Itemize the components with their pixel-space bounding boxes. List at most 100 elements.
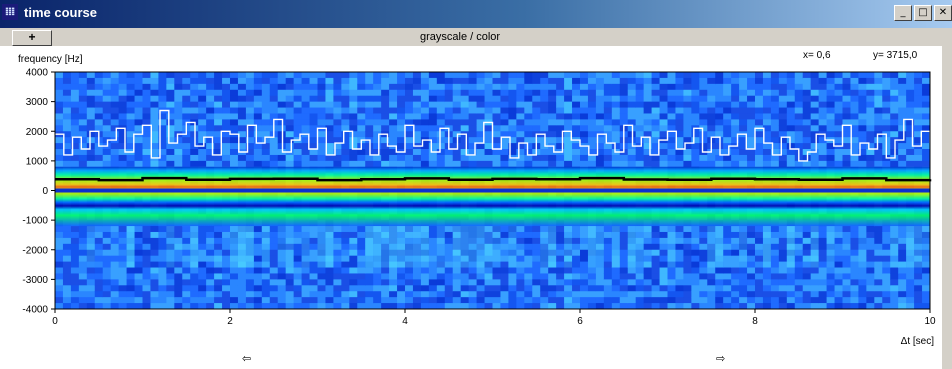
heatmap-cell [253, 101, 263, 109]
heatmap-cell [731, 72, 740, 79]
heatmap-cell [134, 273, 143, 280]
heatmap-cell [794, 273, 804, 280]
heatmap-cell [325, 77, 334, 85]
heatmap-cell [667, 303, 676, 310]
heatmap-cell [150, 149, 159, 156]
heatmap-cell [452, 113, 462, 120]
x-readout: x= 0,6 [803, 50, 831, 61]
minimize-icon[interactable]: _ [894, 5, 912, 21]
heatmap-cell [277, 303, 287, 310]
heatmap-cell [102, 119, 112, 126]
heatmap-cell [365, 154, 374, 162]
heatmap-cell [94, 113, 104, 120]
heatmap-cell [381, 77, 390, 85]
heatmap-cell [476, 243, 486, 251]
heatmap-cell [906, 137, 915, 144]
heatmap-cell [269, 107, 279, 114]
heatmap-cell [389, 291, 398, 298]
heatmap-cell [898, 237, 907, 245]
heatmap-cell [436, 137, 446, 144]
heatmap-cell [420, 291, 430, 298]
heatmap-cell [667, 119, 676, 126]
heatmap-cell [397, 249, 406, 257]
heatmap-cell [770, 226, 780, 233]
heatmap-cell [747, 107, 756, 114]
scroll-right-icon[interactable]: ⇨ [716, 352, 726, 365]
heatmap-cell [826, 303, 836, 310]
heatmap-cell [333, 243, 342, 251]
heatmap-cell [611, 237, 621, 245]
grayscale-color-toggle[interactable]: grayscale / color [420, 31, 501, 43]
vertical-streak [452, 226, 461, 268]
heatmap-cell [150, 255, 159, 263]
heatmap-cell [532, 279, 541, 286]
heatmap-cell [675, 226, 684, 233]
heatmap-cell [333, 95, 342, 103]
heatmap-cell [150, 267, 159, 274]
heatmap-cell [405, 154, 414, 162]
heatmap-cell [301, 89, 311, 97]
heatmap-cell [834, 77, 843, 85]
heatmap-cell [261, 154, 271, 162]
heatmap-cell [524, 113, 533, 120]
add-button[interactable]: + [12, 30, 52, 46]
heatmap-cell [102, 261, 112, 269]
heatmap-cell [683, 89, 692, 97]
heatmap-cell [237, 89, 247, 97]
heatmap-cell [540, 297, 549, 304]
heatmap-cell [444, 72, 454, 79]
heatmap-cell [397, 231, 406, 239]
heatmap-cell [834, 279, 843, 286]
heatmap-cell [643, 119, 653, 126]
heatmap-cell [556, 83, 565, 91]
heatmap-cell [834, 101, 843, 109]
heatmap-cell [603, 125, 613, 132]
heatmap-cell [906, 303, 915, 310]
heatmap-cell [166, 137, 175, 144]
heatmap-cell [595, 72, 605, 79]
heatmap-cell [675, 291, 684, 298]
heatmap-cell [126, 137, 136, 144]
heatmap-cell [325, 95, 334, 103]
heatmap-cell [850, 83, 859, 91]
heatmap-cell [548, 113, 557, 120]
heatmap-cell [381, 297, 390, 304]
heatmap-cell [643, 107, 653, 114]
heatmap-cell [55, 267, 64, 274]
heatmap-cell [651, 249, 661, 257]
heatmap-cell [611, 119, 621, 126]
heatmap-cell [468, 107, 478, 114]
heatmap-cell [102, 303, 112, 310]
heatmap-cell [595, 261, 605, 269]
heatmap-cell [794, 243, 804, 251]
heatmap-cell [277, 113, 287, 120]
heatmap-cell [659, 113, 668, 120]
heatmap-cell [651, 303, 661, 310]
maximize-icon[interactable]: □ [914, 5, 932, 21]
heatmap-cell [150, 291, 159, 298]
heatmap-cell [611, 297, 621, 304]
heatmap-cell [858, 107, 867, 114]
heatmap-cell [405, 125, 414, 132]
heatmap-cell [261, 143, 271, 150]
heatmap-cell [500, 226, 509, 233]
heatmap-cell [747, 143, 756, 150]
heatmap-cell [691, 72, 700, 79]
heatmap-cell [269, 297, 279, 304]
heatmap-cell [906, 119, 915, 126]
heatmap-cell [587, 95, 597, 103]
heatmap-cell [619, 77, 629, 85]
heatmap-cell [55, 285, 64, 292]
heatmap-cell [611, 226, 621, 233]
heatmap-cell [675, 154, 684, 162]
heatmap-cell [269, 137, 279, 144]
heatmap-cell [659, 291, 668, 298]
heatmap-cell [245, 149, 255, 156]
scroll-left-icon[interactable]: ⇦ [242, 352, 252, 365]
heatmap-cell [643, 137, 653, 144]
heatmap-cell [222, 107, 231, 114]
heatmap-cell [611, 77, 621, 85]
heatmap-cell [237, 154, 247, 162]
heatmap-cell [373, 149, 382, 156]
